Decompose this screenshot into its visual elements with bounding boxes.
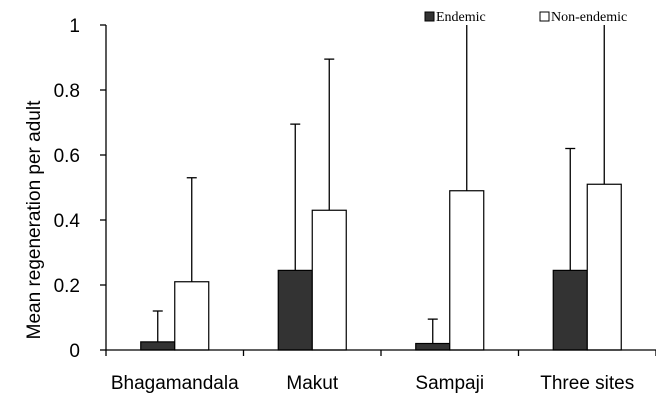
x-axis-category-labels: Bhagamandala Makut Sampaji Three sites [111,373,634,394]
y-tick-label: 1 [69,16,80,37]
bar-non-endemic [311,209,347,351]
y-tick-label: 0.8 [54,81,80,102]
x-axis-ticks [105,350,656,356]
category-label: Bhagamandala [111,373,239,394]
bar-non-endemic [449,190,485,351]
category-label: Sampaji [415,373,484,394]
bar-non-endemic [174,281,210,351]
legend-label: Non-endemic [551,10,627,25]
legend-label: Endemic [436,10,486,25]
y-axis-ticks: 0 0.2 0.4 0.6 0.8 1 [54,16,106,362]
y-tick-label: 0.2 [54,276,80,297]
bar-endemic [415,342,451,351]
bars-layer [140,25,622,351]
bar-endemic [140,341,176,351]
legend-swatch [424,11,435,22]
bar-endemic [277,269,313,351]
y-tick-label: 0 [69,341,80,362]
category-label: Three sites [540,373,634,394]
y-tick-label: 0.4 [54,211,81,232]
y-tick-label: 0.6 [54,146,80,167]
bar-endemic [552,269,588,351]
legend-swatch [539,11,550,22]
category-label: Makut [286,373,338,394]
y-axis-title: Mean regeneration per adult [24,100,45,339]
bar-non-endemic [586,183,622,351]
legend: Endemic Non-endemic [424,10,627,25]
